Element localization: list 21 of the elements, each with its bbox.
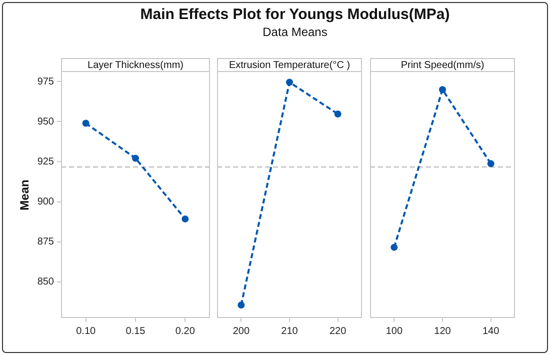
x-tick-label: 210	[281, 326, 298, 337]
x-tick-label: 0.20	[175, 326, 196, 337]
y-tick-label: 925	[37, 156, 54, 168]
text: Data Means	[262, 25, 328, 39]
chart-title: Extrusion Temperature(°C )	[228, 60, 350, 71]
y-tick-label: 900	[37, 196, 54, 208]
y-tick-label: 875	[37, 236, 54, 248]
x-tick-label: 0.10	[76, 326, 96, 337]
y-tick-label: 975	[37, 76, 54, 88]
y-axis-title: Mean	[18, 180, 32, 210]
x-tick-label: 200	[232, 326, 250, 337]
chart-title: Print Speed(mm/s)	[400, 60, 484, 71]
text: Main Effects Plot for Youngs Modulus(MPa)	[139, 6, 451, 23]
x-tick-label: 140	[482, 326, 500, 337]
chart-title: Layer Thickness(mm)	[88, 60, 184, 71]
x-tick-label: 120	[434, 326, 452, 337]
x-tick-label: 100	[386, 326, 403, 337]
y-tick-label: 850	[37, 276, 54, 288]
y-tick-label: 950	[37, 116, 54, 128]
x-tick-label: 220	[329, 326, 347, 337]
x-tick-label: 0.15	[126, 326, 146, 337]
